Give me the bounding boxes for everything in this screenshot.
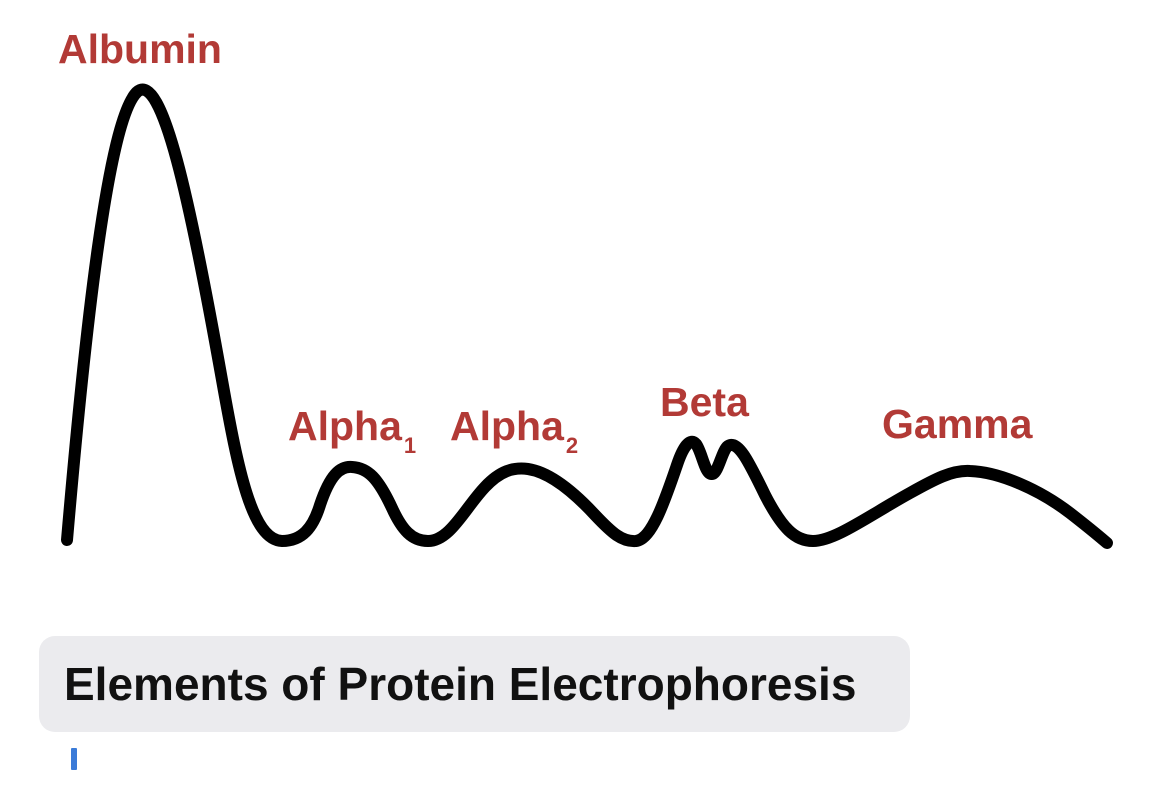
alpha2-subscript: 2 xyxy=(566,433,578,458)
electrophoresis-curve xyxy=(61,83,1113,549)
alpha2-label: Alpha2 xyxy=(450,403,578,458)
text-cursor xyxy=(71,748,77,770)
alpha1-subscript: 1 xyxy=(404,433,416,458)
alpha2-label-text: Alpha xyxy=(450,403,565,449)
gamma-label: Gamma xyxy=(882,401,1034,447)
alpha1-label-text: Alpha xyxy=(288,403,403,449)
caption-box[interactable]: Elements of Protein Electrophoresis xyxy=(39,636,910,732)
electrophoresis-diagram: Albumin Alpha1 Alpha2 Beta Gamma xyxy=(58,26,1113,549)
albumin-label: Albumin xyxy=(58,26,222,72)
alpha1-label: Alpha1 xyxy=(288,403,416,458)
caption-text: Elements of Protein Electrophoresis xyxy=(64,658,857,710)
beta-label: Beta xyxy=(660,379,750,425)
